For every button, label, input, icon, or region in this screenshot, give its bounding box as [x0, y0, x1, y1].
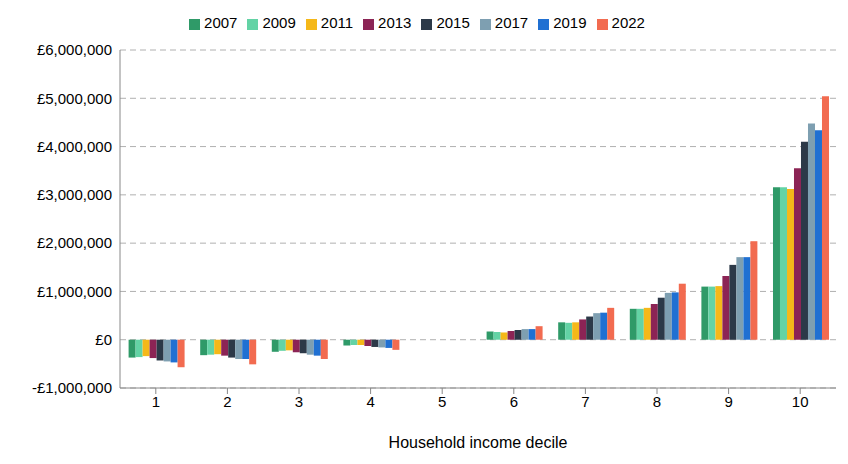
svg-text:2: 2: [223, 393, 231, 410]
html-text:2013: 2013: [378, 14, 412, 31]
svg-text:5: 5: [438, 393, 446, 410]
svg-text:£1,000,000: £1,000,000: [37, 283, 112, 300]
html-text:2017: 2017: [494, 14, 529, 31]
html-text:2019: 2019: [553, 14, 587, 31]
svg-text:£4,000,000: £4,000,000: [37, 138, 112, 155]
svg-text:4: 4: [366, 393, 374, 410]
svg-text:6: 6: [510, 393, 518, 410]
html-text:2007: 2007: [204, 14, 238, 31]
svg-text:7: 7: [581, 393, 589, 410]
html-text:2015: 2015: [436, 14, 470, 31]
html-text:2011: 2011: [320, 14, 354, 31]
svg-text:£2,000,000: £2,000,000: [37, 234, 112, 251]
html-text:2009: 2009: [262, 14, 296, 31]
svg-text:£6,000,000: £6,000,000: [37, 41, 112, 58]
svg-text:£5,000,000: £5,000,000: [37, 90, 112, 107]
svg-text:9: 9: [724, 393, 732, 410]
svg-text:10: 10: [792, 393, 809, 410]
svg-text:-£1,000,000: -£1,000,000: [32, 379, 112, 396]
svg-text:3: 3: [295, 393, 303, 410]
svg-text:£0: £0: [95, 331, 112, 348]
svg-text:8: 8: [653, 393, 661, 410]
html-text:2022: 2022: [611, 14, 645, 31]
svg-text:Household income decile: Household income decile: [389, 434, 568, 451]
svg-text:£3,000,000: £3,000,000: [37, 186, 112, 203]
svg-text:1: 1: [152, 393, 160, 410]
